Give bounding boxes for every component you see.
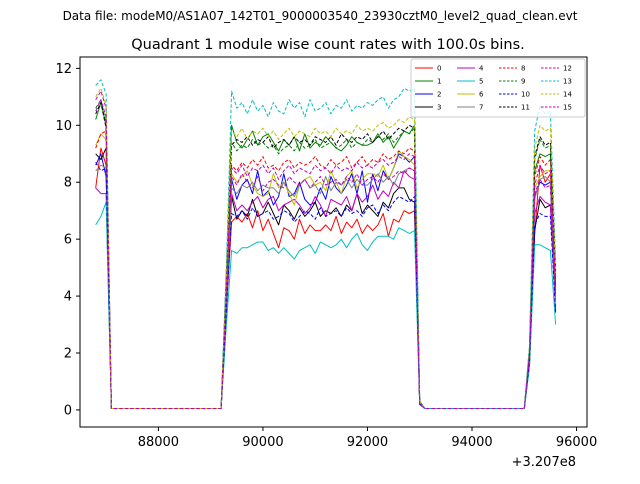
legend-box — [410, 58, 586, 118]
x-tick-label: 92000 — [347, 435, 388, 450]
series-line-13 — [95, 79, 557, 409]
legend-label-12: 12 — [563, 65, 572, 73]
y-tick-label: 10 — [55, 119, 72, 134]
legend-label-5: 5 — [479, 78, 483, 86]
legend-label-8: 8 — [521, 65, 525, 73]
x-tick-label: 96000 — [556, 435, 597, 450]
legend-label-11: 11 — [521, 104, 530, 112]
series-line-15 — [95, 99, 557, 409]
legend-label-6: 6 — [479, 91, 484, 99]
legend-label-0: 0 — [437, 65, 441, 73]
y-tick-label: 12 — [55, 62, 72, 77]
x-tick-label: 88000 — [138, 435, 179, 450]
legend-label-13: 13 — [563, 78, 572, 86]
series-line-9 — [95, 99, 557, 409]
y-tick-label: 2 — [64, 347, 72, 362]
legend-label-1: 1 — [437, 78, 441, 86]
x-tick-label: 90000 — [242, 435, 283, 450]
y-tick-label: 8 — [64, 176, 72, 191]
y-tick-label: 4 — [64, 290, 72, 305]
legend-label-9: 9 — [521, 78, 525, 86]
legend-label-4: 4 — [479, 65, 484, 73]
y-tick-label: 0 — [64, 403, 72, 418]
legend-label-2: 2 — [437, 91, 441, 99]
y-tick-label: 6 — [64, 233, 72, 248]
series-line-8 — [95, 130, 557, 409]
series-layer — [95, 79, 557, 409]
chart-title: Quadrant 1 module wise count rates with … — [131, 37, 525, 53]
x-tick-label: 94000 — [451, 435, 492, 450]
x-axis-offset-label: +3.207e8 — [512, 455, 576, 470]
legend-label-3: 3 — [437, 104, 441, 112]
plot-frame — [79, 56, 588, 428]
legend-label-7: 7 — [479, 104, 483, 112]
legend-label-14: 14 — [563, 91, 572, 99]
series-line-14 — [95, 87, 557, 409]
legend-label-15: 15 — [563, 104, 572, 112]
legend-label-10: 10 — [521, 91, 530, 99]
figure-suptitle: Data file: modeM0/AS1A07_142T01_90000035… — [63, 9, 578, 23]
